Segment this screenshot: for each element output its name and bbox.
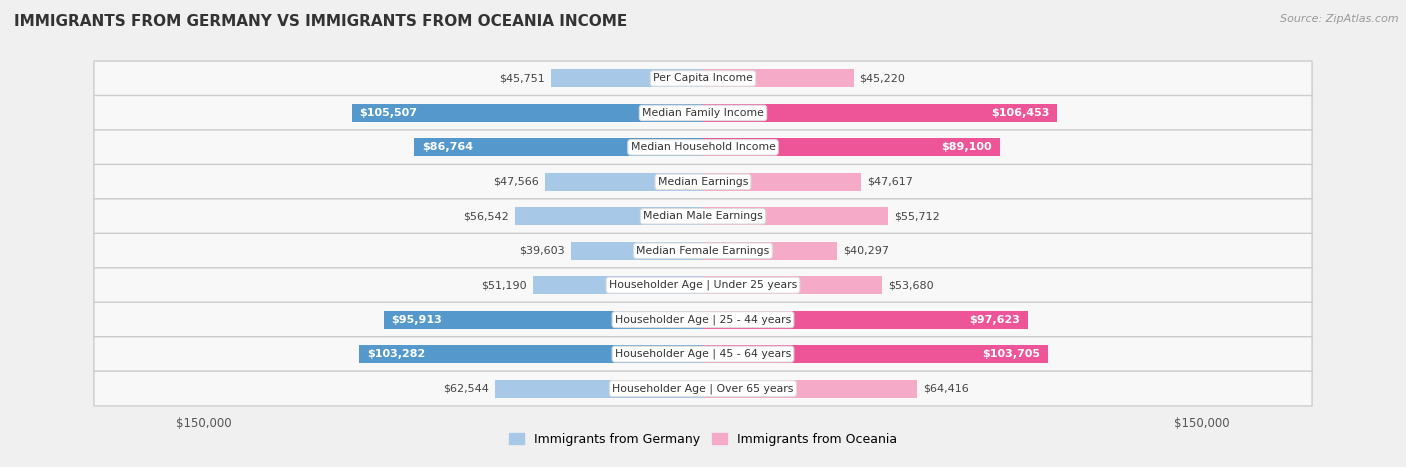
Text: $64,416: $64,416 [924, 383, 969, 394]
Text: Median Female Earnings: Median Female Earnings [637, 246, 769, 256]
Text: IMMIGRANTS FROM GERMANY VS IMMIGRANTS FROM OCEANIA INCOME: IMMIGRANTS FROM GERMANY VS IMMIGRANTS FR… [14, 14, 627, 29]
Text: Householder Age | Over 65 years: Householder Age | Over 65 years [612, 383, 794, 394]
Text: $51,190: $51,190 [481, 280, 527, 290]
Bar [495, 380, 703, 397]
Bar [515, 207, 703, 225]
Bar [544, 173, 703, 191]
FancyBboxPatch shape [94, 302, 1312, 337]
Text: Source: ZipAtlas.com: Source: ZipAtlas.com [1281, 14, 1399, 24]
Text: $97,623: $97,623 [970, 315, 1021, 325]
Text: $40,297: $40,297 [844, 246, 889, 256]
Bar [384, 311, 703, 329]
FancyBboxPatch shape [94, 164, 1312, 199]
Legend: Immigrants from Germany, Immigrants from Oceania: Immigrants from Germany, Immigrants from… [503, 428, 903, 451]
Text: Median Male Earnings: Median Male Earnings [643, 211, 763, 221]
FancyBboxPatch shape [94, 61, 1312, 96]
FancyBboxPatch shape [94, 199, 1312, 234]
Bar [703, 311, 1028, 329]
Bar [360, 345, 703, 363]
Bar [703, 380, 917, 397]
Bar [703, 276, 882, 294]
Bar [571, 242, 703, 260]
Text: Median Household Income: Median Household Income [630, 142, 776, 152]
Bar [703, 242, 837, 260]
FancyBboxPatch shape [94, 95, 1312, 130]
Text: Householder Age | Under 25 years: Householder Age | Under 25 years [609, 280, 797, 290]
Text: Per Capita Income: Per Capita Income [652, 73, 754, 84]
Bar [551, 70, 703, 87]
Bar [703, 104, 1057, 122]
Text: $103,282: $103,282 [367, 349, 425, 359]
Text: $105,507: $105,507 [360, 108, 418, 118]
Text: $47,566: $47,566 [494, 177, 538, 187]
Text: $55,712: $55,712 [894, 211, 941, 221]
Bar [703, 70, 853, 87]
Text: $86,764: $86,764 [422, 142, 472, 152]
Text: $106,453: $106,453 [991, 108, 1050, 118]
FancyBboxPatch shape [94, 130, 1312, 165]
Bar [533, 276, 703, 294]
Text: $56,542: $56,542 [463, 211, 509, 221]
Text: Householder Age | 45 - 64 years: Householder Age | 45 - 64 years [614, 349, 792, 359]
Text: $62,544: $62,544 [443, 383, 489, 394]
Bar [703, 138, 1000, 156]
Text: $103,705: $103,705 [983, 349, 1040, 359]
FancyBboxPatch shape [94, 371, 1312, 406]
Text: $53,680: $53,680 [887, 280, 934, 290]
FancyBboxPatch shape [94, 268, 1312, 303]
Text: Median Earnings: Median Earnings [658, 177, 748, 187]
Text: $47,617: $47,617 [868, 177, 914, 187]
Text: $45,220: $45,220 [859, 73, 905, 84]
Text: $95,913: $95,913 [391, 315, 441, 325]
Text: $45,751: $45,751 [499, 73, 544, 84]
Text: Householder Age | 25 - 44 years: Householder Age | 25 - 44 years [614, 314, 792, 325]
Text: $89,100: $89,100 [942, 142, 993, 152]
FancyBboxPatch shape [94, 234, 1312, 268]
Bar [352, 104, 703, 122]
FancyBboxPatch shape [94, 337, 1312, 372]
Text: Median Family Income: Median Family Income [643, 108, 763, 118]
Bar [415, 138, 703, 156]
Bar [703, 173, 862, 191]
Bar [703, 207, 889, 225]
Text: $39,603: $39,603 [520, 246, 565, 256]
Bar [703, 345, 1047, 363]
